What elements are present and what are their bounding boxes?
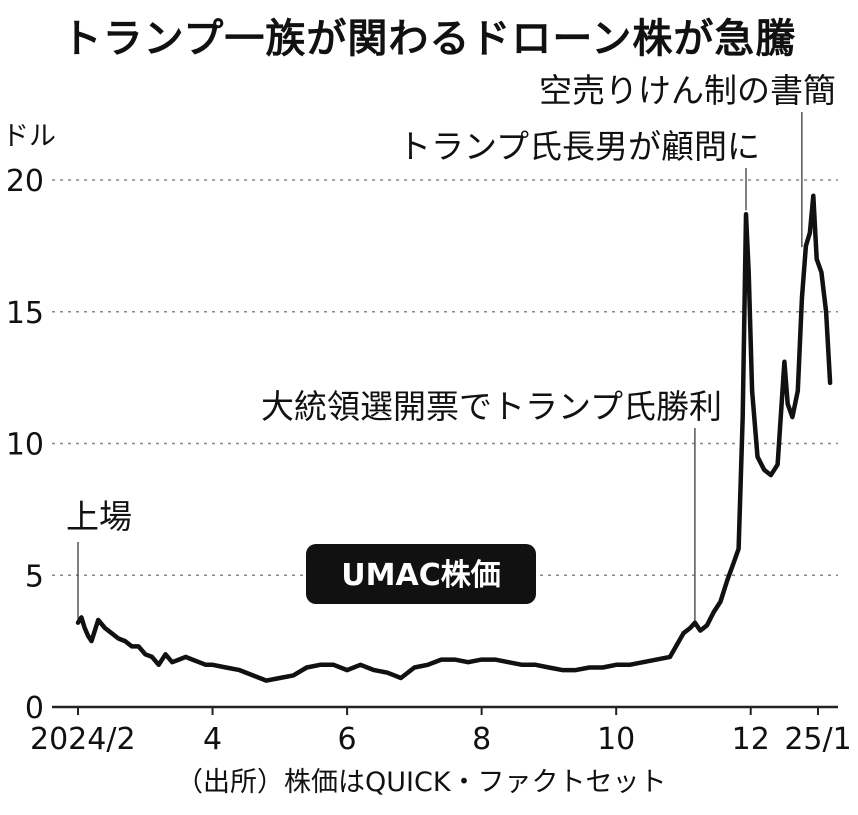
- x-tick-label: 25/1: [784, 722, 851, 757]
- y-tick-label: 15: [6, 296, 44, 331]
- x-tick-label: 6: [338, 722, 357, 757]
- y-tick-label: 20: [6, 164, 44, 199]
- annotation-label: トランプ氏長男が顧問に: [398, 127, 760, 166]
- source-note: （出所）株価はQUICK・ファクトセット: [176, 767, 667, 798]
- x-tick-label: 4: [203, 722, 222, 757]
- y-tick-label: 0: [25, 691, 44, 726]
- series-lines: [75, 193, 833, 683]
- annotations: 上場 大統領選開票でトランプ氏勝利 トランプ氏長男が顧問に 空売りけん制の書簡: [66, 71, 836, 627]
- annotation-label: 大統領選開票でトランプ氏勝利: [261, 387, 722, 426]
- series-badge-label: UMAC株価: [341, 558, 500, 593]
- x-tick-label: 8: [472, 722, 491, 757]
- x-tick-label: 2024/2: [30, 722, 136, 757]
- y-tick-label: 5: [25, 559, 44, 594]
- gridlines: [52, 179, 838, 709]
- y-axis-unit: ドル: [2, 121, 56, 152]
- annotation-label: 上場: [66, 497, 132, 536]
- series-badge-box: [306, 544, 536, 604]
- x-tick-label: 10: [597, 722, 635, 757]
- annotation-label: 空売りけん制の書簡: [539, 71, 836, 110]
- series-line: [75, 193, 833, 683]
- y-tick-labels: 0 5 10 15 20: [6, 164, 44, 726]
- series-badge: UMAC株価: [306, 544, 536, 604]
- y-tick-label: 10: [6, 428, 44, 463]
- chart-title: トランプ一族が関わるドローン株が急騰: [61, 16, 797, 62]
- x-tick-label: 12: [732, 722, 770, 757]
- x-tick-labels: 2024/2 4 6 8 10 12 25/1: [30, 707, 852, 757]
